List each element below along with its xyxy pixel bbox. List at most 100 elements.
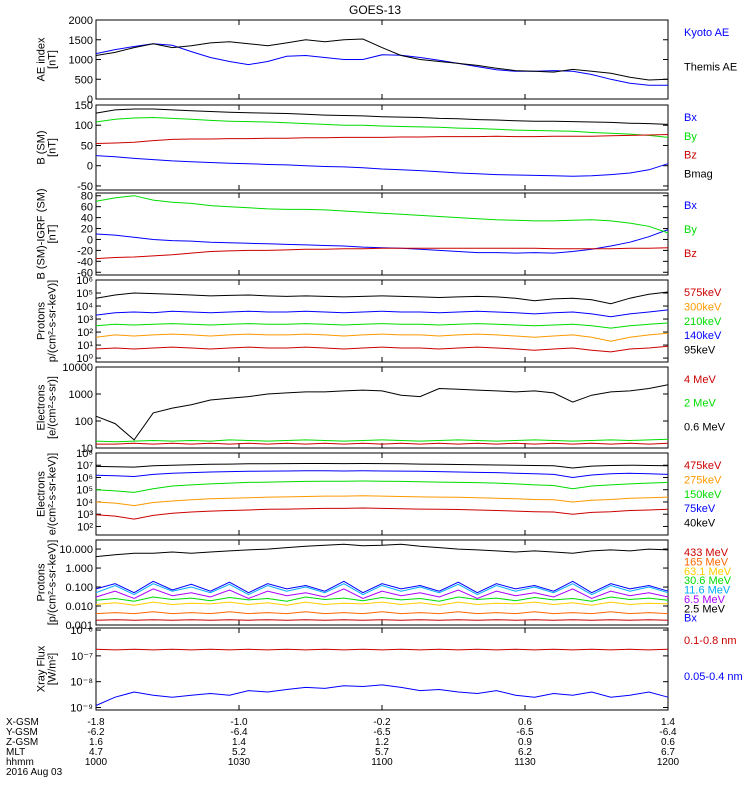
x-axis-value: 6.7 [661,747,675,758]
legend-label: By [684,224,697,236]
y-tick-label: 20 [81,224,93,236]
y-axis-label: Xray Flux [36,645,48,692]
y-tick-label: 10⁻⁸ [70,677,93,689]
y-axis-label: [nT] [47,138,59,157]
y-tick-label: 10³ [77,509,93,521]
legend-label: 75keV [684,503,716,515]
legend-label: 140keV [684,330,722,342]
y-tick-label: -40 [77,256,93,268]
y-tick-label: 10 [81,443,93,455]
panel-5: 10 100 1000 10000 Electrons [e/(cm²-s-sr)] 4 M… [36,362,726,455]
y-tick-label: 0.001 [65,620,93,632]
x-axis-value: 4.7 [89,747,103,758]
y-tick-label: 1500 [69,35,93,47]
x-axis-value: -6.5 [516,727,534,738]
y-tick-label: 10⁶ [76,275,93,287]
legend-label: 11.6 MeV [684,585,731,597]
y-tick-label: 10⁸ [76,448,93,460]
y-tick-label: 1000 [69,55,93,67]
panel-frame [95,192,669,276]
y-tick-label: -50 [77,181,93,193]
series-line-by [95,195,669,234]
legend-label: 433 MeV [684,547,729,559]
x-axis-value: -6.2 [87,727,105,738]
legend-label: 40keV [684,518,716,530]
legend-label: Kyoto AE [684,27,729,39]
y-tick-label: 100 [75,120,93,132]
y-axis-label: Electrons [36,471,48,517]
series-line-0-05-0-4-nm [95,684,669,706]
series-line-11-6-mev [95,583,669,596]
y-axis-label: [nT] [47,50,59,69]
series-line-30-6-mev [95,596,669,602]
x-axis-value: -6.4 [230,727,248,738]
series-line-kyoto-ae [95,43,668,86]
series-line-6-5-mev [95,588,669,600]
y-tick-label: 60 [81,202,93,214]
y-tick-label: 10⁷ [77,460,93,472]
legend-label: 2 MeV [684,398,716,410]
y-tick-label: 10⁵ [76,288,93,300]
series-line-2-5-mev [95,543,669,558]
panel-8: 10⁻⁹ 10⁻⁸ 10⁻⁷ 10⁻⁶ Xray Flux [W/m²] 0.1-0.8 n… [36,625,743,714]
series-line-165-mev [95,611,669,615]
y-tick-label: 10.000 [59,544,93,556]
y-tick-label: 10000 [62,362,93,374]
y-axis-label: [nT] [47,225,59,244]
y-tick-label: -60 [77,267,93,279]
series-line-bz [95,247,669,260]
y-axis-label: [p/(cm²-s-sr-keV)] [47,540,59,626]
x-axis-value: 1.2 [375,737,389,748]
legend-label: 300keV [684,301,722,313]
y-tick-label: 10⁴ [76,497,93,509]
series-line-210kev [95,322,669,329]
series-line-by [95,116,669,138]
y-tick-label: 0 [87,234,93,246]
series-line-140kev [95,309,669,318]
y-tick-label: -20 [77,245,93,257]
x-axis-row-label: hhmm [6,757,34,768]
series-line-575kev [95,345,669,353]
y-axis-label: Protons [36,302,48,340]
legend-label: Bx [684,613,697,625]
y-tick-label: 40 [81,213,93,225]
y-tick-label: 0.100 [65,582,93,594]
y-tick-label: 10⁻⁷ [71,651,93,663]
panel-frame [95,627,669,711]
x-axis-row-label: X-GSM [6,717,39,728]
legend-label: 150keV [684,489,722,501]
series-line-63-1-mev [95,601,669,606]
series-line-bx [95,155,669,177]
y-tick-label: 10⁻⁹ [70,702,93,714]
series-line-4-mev [96,442,669,445]
y-axis-label: AE index [36,37,48,82]
y-tick-label: 10⁰ [76,353,93,365]
panel-2: -50 0 50 100 150 B (SM) [nT] Bx By Bz Bmag [36,100,713,193]
legend-label: Themis AE [684,62,737,74]
series-line-bx [95,580,669,594]
x-axis-date: 2016 Aug 03 [6,767,63,778]
y-tick-label: 500 [75,74,93,86]
legend-label: 95keV [684,345,716,357]
legend-label: Bz [684,248,697,260]
x-axis-row-label: Y-GSM [6,727,38,738]
x-axis-value: 5.2 [232,747,246,758]
legend-label: 4 MeV [684,374,716,386]
x-axis-value: 0.6 [518,717,532,728]
y-tick-label: 10⁶ [76,472,93,484]
y-axis-label: e/(cm²-s-sr-keV)] [47,453,59,536]
x-axis-value: 1100 [371,757,393,768]
y-tick-label: 10³ [77,314,93,326]
x-axis-value: 1.6 [89,737,103,748]
y-axis-label: [W/m²] [47,653,59,685]
series-line-bz [95,134,669,144]
series-line-300kev [95,332,669,342]
y-tick-label: 0 [87,94,93,106]
x-axis-row-label: Z-GSM [6,737,38,748]
y-axis-label: [e/(cm²-s-sr)] [47,376,59,439]
legend-label: 275keV [684,474,722,486]
x-axis-table: X-GSM -1.8 -1.0 -0.2 0.6 1.4 Y-GSM -6.2 -6.4 -6.5… [6,717,680,778]
